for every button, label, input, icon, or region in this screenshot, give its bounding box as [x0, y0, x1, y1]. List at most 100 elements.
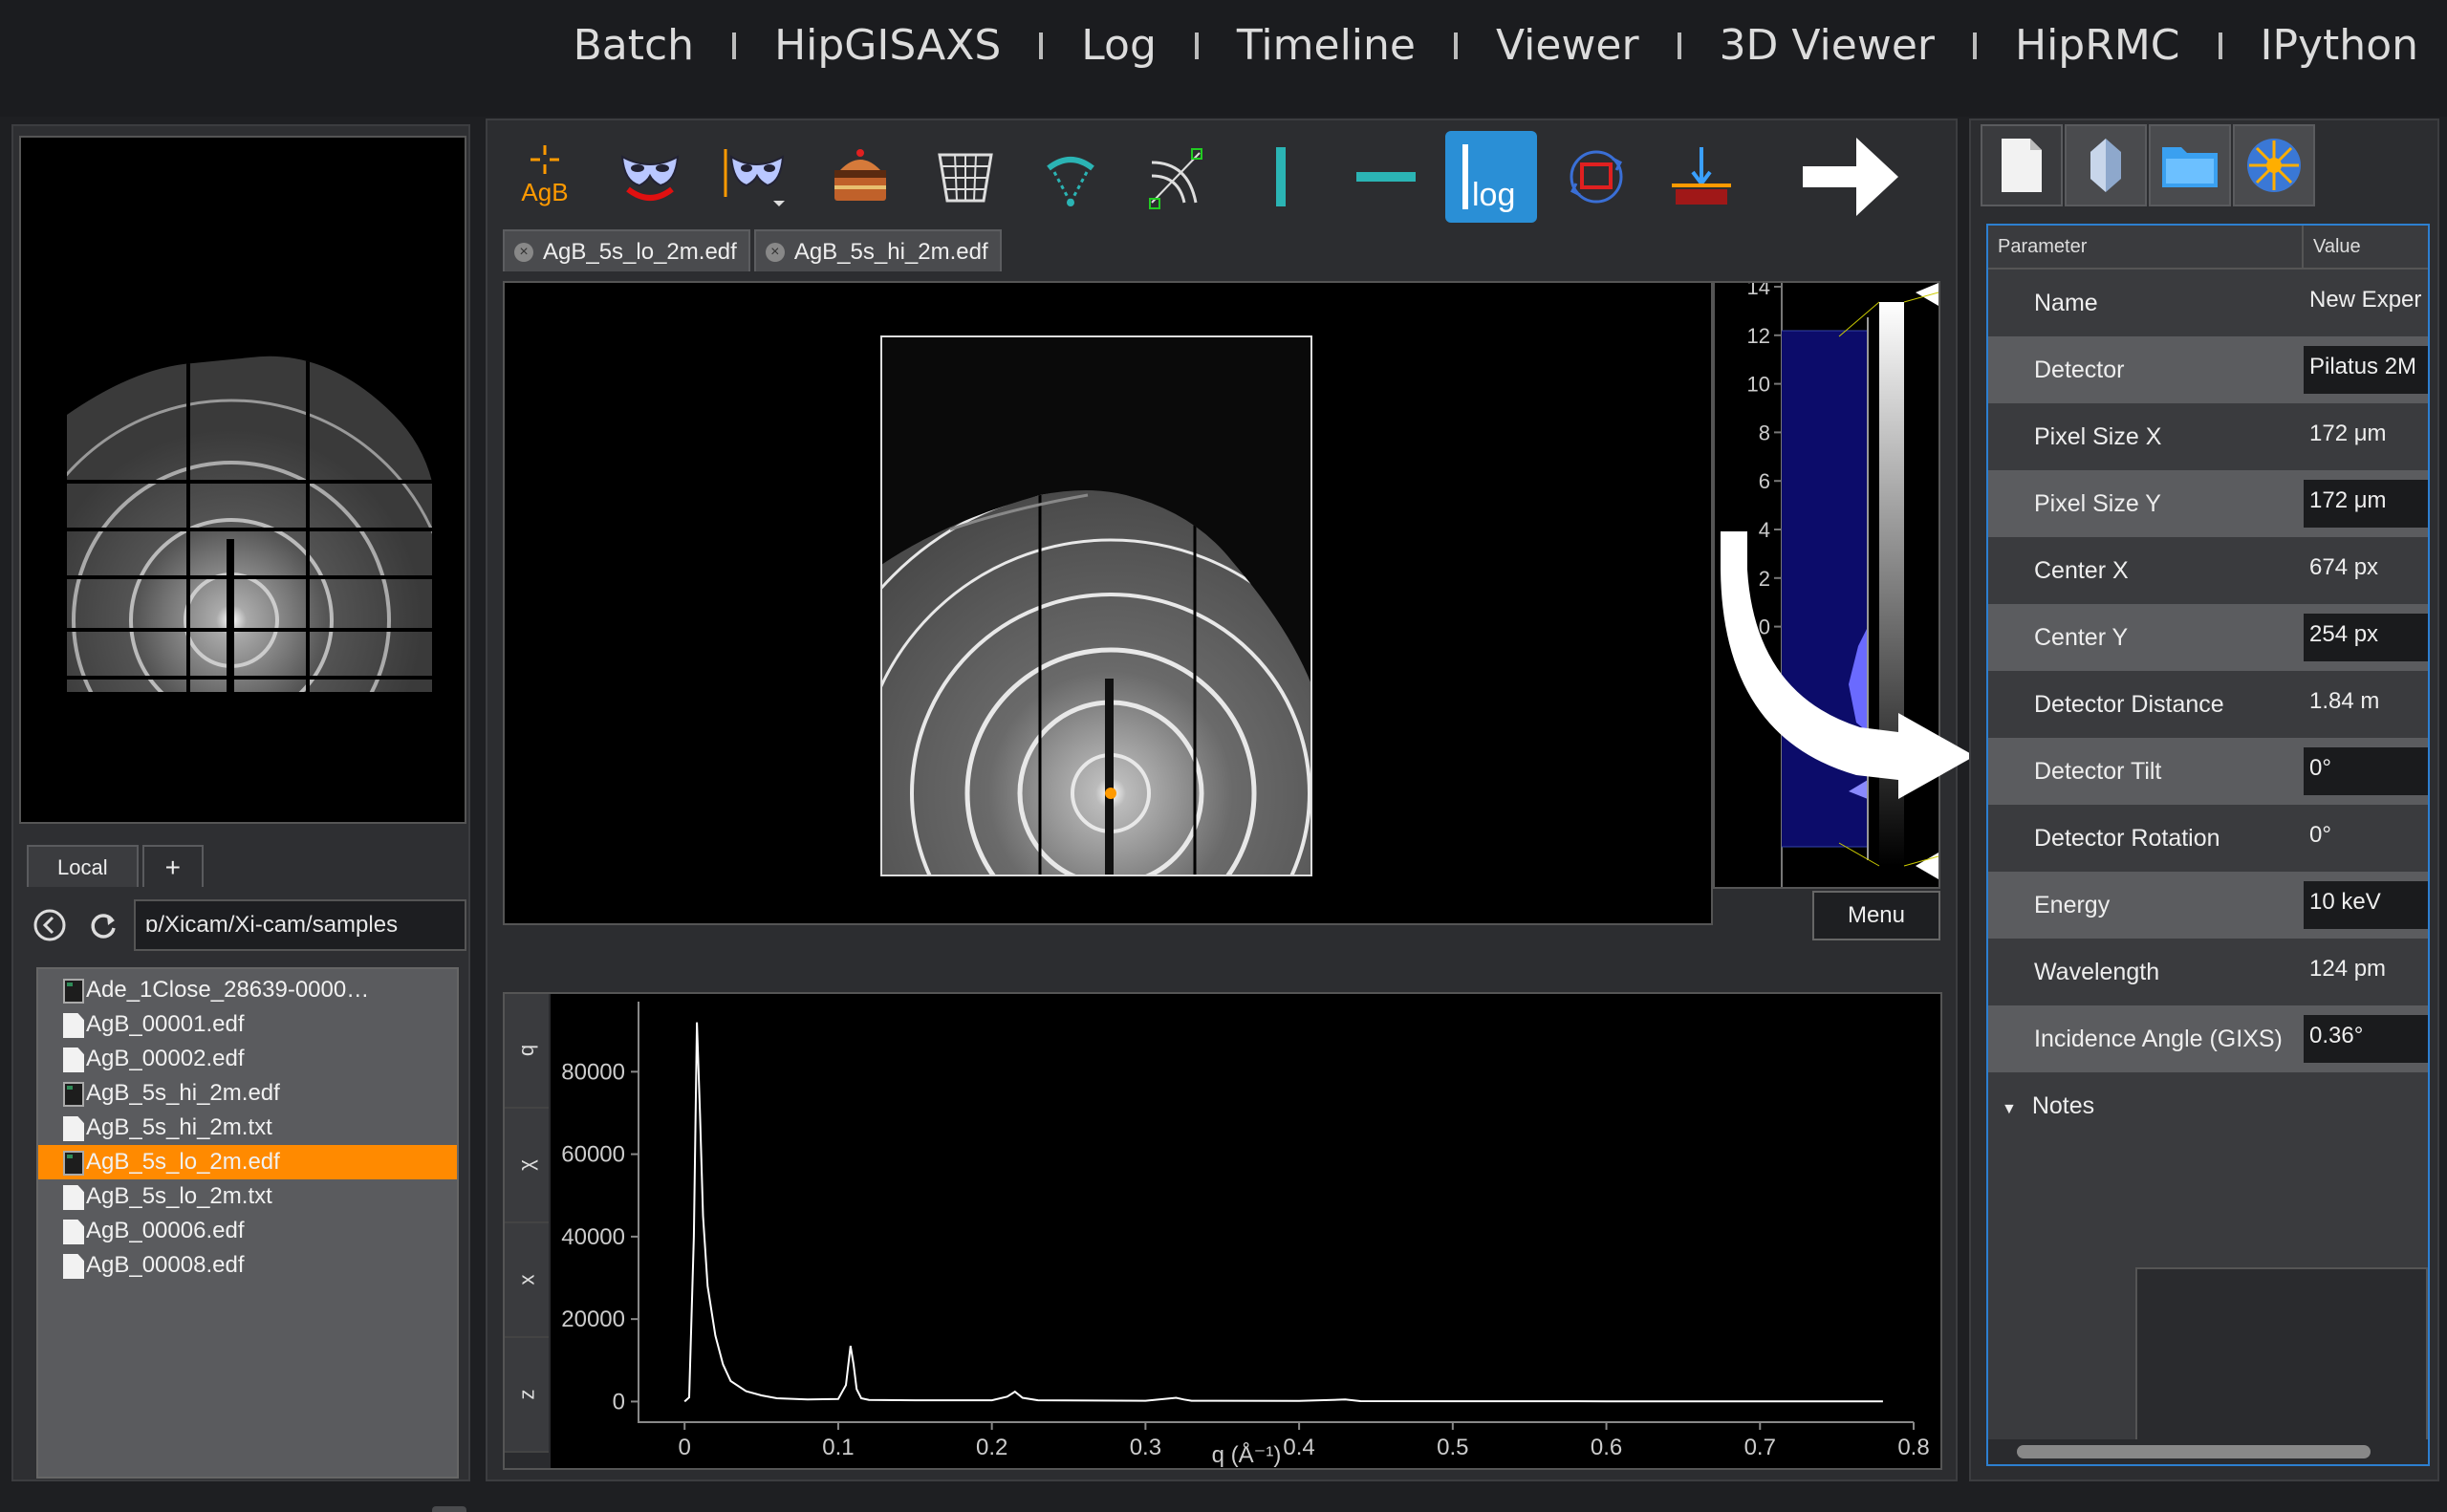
- nav-batch[interactable]: Batch: [573, 21, 695, 70]
- q-integration-plot[interactable]: 0 0.1 0.2 0.3 0.4 0.5 0.6 0.7 0.8 0 20000 40000 6000…: [551, 994, 1940, 1468]
- parameter-value[interactable]: 0.36°: [2304, 1015, 2428, 1063]
- file-item[interactable]: AgB_5s_lo_2m.txt: [38, 1179, 457, 1214]
- toolbar: AgB: [499, 124, 1904, 229]
- parameter-name: Detector Distance: [2034, 690, 2224, 718]
- parameter-name: Pixel Size X: [2034, 422, 2162, 450]
- file-item[interactable]: AgB_00006.edf: [38, 1214, 457, 1248]
- notes-textarea[interactable]: [2135, 1267, 2428, 1455]
- nav-hiprmc[interactable]: HipRMC: [2015, 21, 2180, 70]
- sun-icon[interactable]: [2233, 124, 2315, 206]
- file-item[interactable]: AgB_00002.edf: [38, 1042, 457, 1076]
- nav-hipgisaxs[interactable]: HipGISAXS: [774, 21, 1002, 70]
- file-browser-panel: Local + Ade_1Close_28639-0000… AgB_00001.…: [11, 124, 470, 1512]
- parameter-value[interactable]: 0°: [2304, 747, 2428, 795]
- parameter-row: Center Y 254 px: [1988, 604, 2428, 671]
- agb-calibrate-button[interactable]: AgB: [499, 131, 591, 223]
- parameter-value[interactable]: 172 μm: [2304, 480, 2428, 528]
- nav-viewer[interactable]: Viewer: [1495, 21, 1639, 70]
- parameter-value[interactable]: 254 px: [2304, 614, 2428, 661]
- image-file-icon: [63, 1082, 84, 1107]
- document-icon[interactable]: [1981, 124, 2063, 206]
- histogram-tick-label: 0: [1759, 616, 1770, 639]
- file-tab[interactable]: × AgB_5s_hi_2m.edf: [753, 229, 1002, 271]
- arrow-right-icon: [1799, 124, 1904, 229]
- parameter-value[interactable]: Pilatus 2M: [2304, 346, 2428, 394]
- lineprofile-icon[interactable]: [1025, 131, 1116, 223]
- log-scale-toggle[interactable]: log: [1445, 131, 1537, 223]
- file-tab[interactable]: × AgB_5s_lo_2m.edf: [503, 229, 750, 271]
- parameter-value[interactable]: 124 pm: [2309, 956, 2387, 982]
- notes-row[interactable]: ▼ Notes: [1988, 1072, 2428, 1139]
- file-item[interactable]: AgB_5s_lo_2m.edf: [38, 1145, 457, 1179]
- vertical-cut-icon[interactable]: [1235, 131, 1327, 223]
- image-view[interactable]: [503, 281, 1713, 925]
- collapse-button[interactable]: »: [432, 1506, 466, 1512]
- detector-image: [880, 335, 1312, 876]
- nav-separator: [1194, 32, 1199, 59]
- parameter-value[interactable]: New Exper: [2309, 287, 2422, 313]
- close-icon[interactable]: ×: [514, 243, 533, 262]
- parameter-value[interactable]: 172 μm: [2309, 421, 2387, 446]
- parameter-name: Center Y: [2034, 623, 2129, 651]
- add-tab-button[interactable]: +: [141, 845, 204, 887]
- location-tabs: Local +: [27, 845, 207, 887]
- header-value: Value: [2313, 236, 2361, 257]
- file-item[interactable]: AgB_00008.edf: [38, 1248, 457, 1283]
- horizontal-scrollbar[interactable]: [1988, 1439, 2428, 1464]
- center-fit-icon[interactable]: [1550, 131, 1642, 223]
- tab-local[interactable]: Local: [27, 845, 139, 887]
- horizon-icon[interactable]: [1656, 131, 1747, 223]
- tab-chi[interactable]: χ: [505, 1109, 549, 1223]
- histogram-tick-label: 2: [1759, 567, 1770, 591]
- mask-icon[interactable]: [604, 131, 696, 223]
- arc-roi-icon[interactable]: [1130, 131, 1222, 223]
- crystal-icon[interactable]: [2065, 124, 2147, 206]
- file-ops-bar: 12345 A+B A-B »: [27, 1502, 466, 1512]
- parameter-value[interactable]: 10 keV: [2304, 881, 2428, 929]
- file-name: AgB_5s_lo_2m.edf: [86, 1149, 280, 1175]
- file-item[interactable]: AgB_00001.edf: [38, 1007, 457, 1042]
- mask-menu-icon[interactable]: [709, 131, 801, 223]
- basket-icon[interactable]: [920, 131, 1011, 223]
- document-icon: [63, 1013, 84, 1038]
- file-name: AgB_00006.edf: [86, 1218, 245, 1243]
- nav-timeline[interactable]: Timeline: [1236, 21, 1416, 70]
- close-icon[interactable]: ×: [765, 243, 785, 262]
- file-item[interactable]: AgB_5s_hi_2m.txt: [38, 1111, 457, 1145]
- image-file-icon: [63, 1151, 84, 1176]
- expand-icon[interactable]: ▼: [2002, 1100, 2017, 1117]
- document-icon: [63, 1185, 84, 1210]
- histogram-menu-button[interactable]: Menu: [1812, 891, 1940, 940]
- nav-ipython[interactable]: IPython: [2260, 21, 2419, 70]
- refresh-icon[interactable]: [80, 902, 126, 948]
- file-item[interactable]: Ade_1Close_28639-0000…: [38, 973, 457, 1007]
- parameter-rows: Name New Exper Detector Pilatus 2M Pixel Siz…: [1988, 270, 2428, 1072]
- parameter-value[interactable]: 1.84 m: [2309, 688, 2380, 714]
- nav-separator: [1973, 32, 1977, 59]
- file-item[interactable]: AgB_5s_hi_2m.edf: [38, 1076, 457, 1111]
- parameter-name: Energy: [2034, 891, 2111, 918]
- scrollbar-thumb[interactable]: [2017, 1445, 2371, 1458]
- parameter-value[interactable]: 0°: [2309, 822, 2331, 848]
- tab-z[interactable]: z: [505, 1338, 549, 1453]
- top-nav: Batch HipGISAXS Log Timeline Viewer 3D Viewer…: [0, 0, 2447, 117]
- parameter-row: Detector Pilatus 2M: [1988, 336, 2428, 403]
- document-icon: [63, 1116, 84, 1141]
- tab-q[interactable]: q: [505, 994, 549, 1109]
- path-input[interactable]: [134, 899, 466, 951]
- parameter-row: Name New Exper: [1988, 270, 2428, 336]
- parameter-name: Detector: [2034, 356, 2125, 383]
- folder-icon[interactable]: [2149, 124, 2231, 206]
- y-tick-label: 40000: [561, 1224, 625, 1250]
- histogram-tick-label: 8: [1759, 421, 1770, 444]
- tab-x[interactable]: x: [505, 1223, 549, 1338]
- back-icon[interactable]: [27, 902, 73, 948]
- parameter-value[interactable]: 674 px: [2309, 554, 2379, 580]
- nav-log[interactable]: Log: [1081, 21, 1157, 70]
- horizontal-cut-icon[interactable]: [1340, 131, 1432, 223]
- cake-icon[interactable]: [814, 131, 906, 223]
- y-tick-label: 0: [613, 1389, 625, 1415]
- nav-3d-viewer[interactable]: 3D Viewer: [1719, 21, 1935, 70]
- parameter-row: Center X 674 px: [1988, 537, 2428, 604]
